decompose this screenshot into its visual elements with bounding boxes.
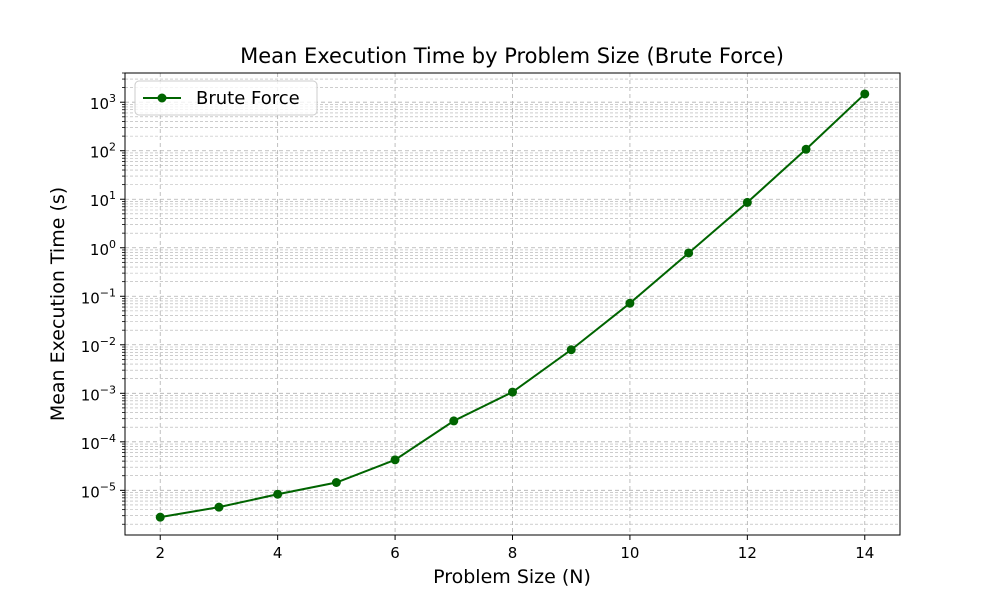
- data-point: [155, 512, 165, 522]
- data-point: [742, 197, 752, 207]
- y-tick-label: 102: [90, 141, 116, 162]
- legend-label-brute-force: Brute Force: [196, 88, 300, 109]
- chart-title: Mean Execution Time by Problem Size (Bru…: [240, 44, 784, 68]
- data-point: [273, 489, 283, 499]
- grid: [125, 72, 900, 535]
- data-point: [390, 455, 400, 465]
- data-point: [625, 298, 635, 308]
- data-point: [449, 416, 459, 426]
- y-tick-label: 10−3: [81, 383, 116, 404]
- x-tick-label: 8: [508, 544, 518, 562]
- x-tick-label: 14: [855, 544, 874, 562]
- series-layer: [155, 89, 870, 522]
- y-tick-label: 10−4: [81, 432, 116, 453]
- y-tick-label: 101: [90, 189, 116, 210]
- data-point: [684, 248, 694, 258]
- legend: Brute Force: [134, 80, 318, 116]
- legend-marker-brute-force: [157, 93, 167, 103]
- data-point: [331, 477, 341, 487]
- legend-box: [134, 80, 318, 116]
- x-tick-label: 12: [738, 544, 757, 562]
- y-tick-label: 10−1: [81, 286, 116, 307]
- y-tick-label: 10−2: [81, 335, 116, 356]
- y-axis-title: Mean Execution Time (s): [47, 187, 69, 421]
- x-tick-label: 10: [620, 544, 639, 562]
- y-tick-label: 103: [90, 92, 116, 113]
- data-point: [801, 144, 811, 154]
- x-tick-label: 6: [390, 544, 400, 562]
- y-axis: 10−5 10−4 10−3 10−2 10−1 100 101 102 103: [81, 72, 125, 525]
- x-axis-title: Problem Size (N): [433, 566, 591, 588]
- data-point: [214, 502, 224, 512]
- x-tick-label: 4: [273, 544, 283, 562]
- data-point: [566, 345, 576, 355]
- x-axis: 2 4 6 8 10 12 14: [155, 535, 874, 562]
- x-tick-label: 2: [155, 544, 165, 562]
- y-tick-label: 100: [90, 238, 116, 259]
- y-tick-label: 10−5: [81, 480, 116, 501]
- data-point: [860, 89, 870, 99]
- data-point: [508, 387, 517, 397]
